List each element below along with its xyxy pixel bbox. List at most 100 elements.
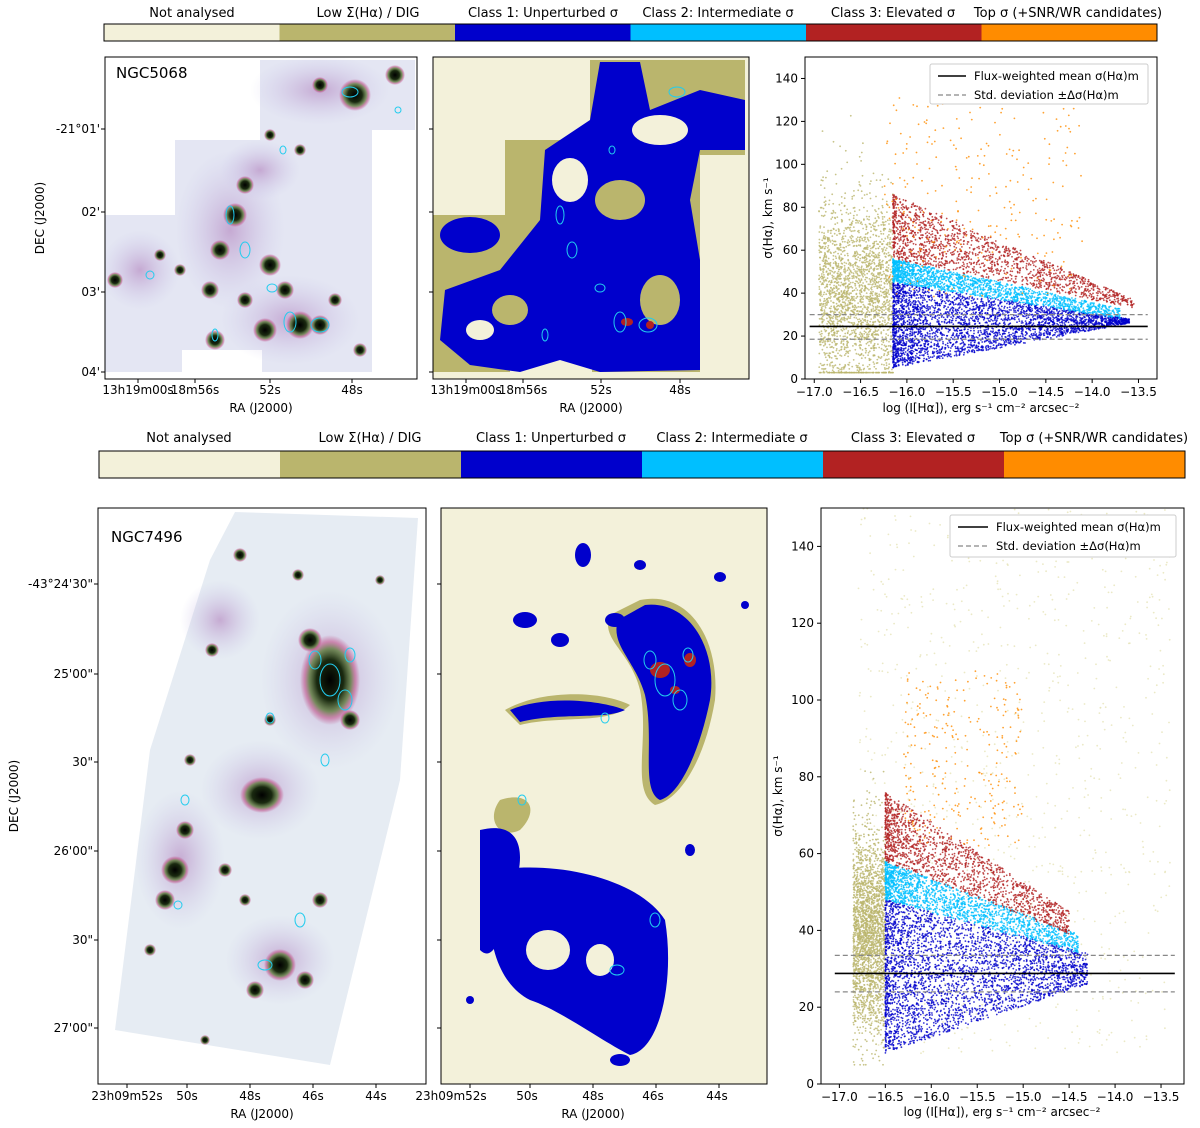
scatter-point [829,241,832,243]
scatter-point [872,273,875,276]
scatter-point [819,298,821,301]
scatter-point [838,319,841,322]
scatter-point [819,245,821,248]
scatter-point [913,291,915,294]
scatter-point [1057,324,1060,326]
scatter-point [820,179,823,182]
scatter-point [873,315,876,317]
scatter-point [847,352,850,354]
scatter-point [883,221,885,224]
scatter-point [887,315,890,318]
scatter-point [871,294,874,297]
scatter-point [844,270,847,273]
scatter-point [950,355,952,358]
scatter-point [921,291,924,294]
scatter-point [858,209,861,211]
scatter-point [869,320,872,323]
scatter-point [878,245,881,248]
scatter-point [855,313,858,316]
scatter-point [888,308,891,311]
scatter-point [959,322,962,325]
scatter-point [822,279,825,282]
scatter-point [1020,340,1022,342]
scatter-point [915,349,918,351]
scatter-point [976,306,979,309]
scatter-point [826,260,828,263]
scatter-point [893,303,896,306]
scatter-point [839,209,842,212]
scatter-point [982,333,985,335]
scatter-point [1016,340,1019,343]
scatter-point [864,356,867,359]
scatter-point [950,316,952,318]
scatter-point [897,364,900,367]
scatter-point [901,363,904,366]
scatter-point [887,328,890,331]
scatter-point [947,328,950,330]
scatter-point [880,274,883,276]
scatter-point [859,293,862,296]
scatter-point [1013,305,1016,308]
scatter-point [1001,337,1003,339]
scatter-point [856,318,859,321]
scatter-point [933,351,936,354]
scatter-point [849,114,852,117]
scatter-point [857,256,860,259]
scatter-point [981,333,984,336]
scatter-point [895,365,898,368]
scatter-point [884,319,886,322]
scatter-point [853,194,855,197]
scatter-point [853,252,856,255]
colorbar-segment-class3 [823,451,1005,478]
scatter-point [964,304,967,307]
scatter-point [910,313,913,316]
scatter-point [822,305,824,307]
scatter-point [855,261,858,264]
scatter-point [853,343,856,345]
scatter-point [1064,332,1067,335]
scatter-point [884,302,887,305]
scatter-point [1075,315,1078,318]
scatter-point [852,275,855,278]
scatter-point [826,247,829,249]
scatter-point [968,318,970,321]
scatter-point [960,303,962,306]
scatter-point [854,264,857,267]
scatter-point [871,272,873,275]
scatter-point [889,282,892,285]
scatter-point [819,263,821,266]
scatter-point [854,282,856,285]
scatter-point [868,289,870,291]
scatter-point [837,281,840,283]
scatter-point [910,323,913,326]
scatter-point [1010,343,1012,345]
scatter-point [835,318,837,320]
scatter-point [1102,318,1105,321]
scatter-point [967,328,969,331]
scatter-point [878,309,881,312]
scatter-point [822,320,824,323]
scatter-point [858,270,861,272]
scatter-point [861,287,863,290]
scatter-point [877,268,879,270]
scatter-point [976,346,978,349]
scatter-point [883,293,886,295]
scatter-point [827,300,829,302]
scatter-point [920,294,922,297]
scatter-point [886,283,889,285]
scatter-point [1008,331,1010,334]
scatter-point [872,305,875,308]
scatter-point [891,368,893,371]
scatter-point [1016,309,1019,312]
scatter-point [881,204,884,207]
scatter-point [823,291,826,294]
scatter-point [957,347,959,350]
scatter-point [916,304,919,306]
scatter-point [819,343,821,346]
scatter-point [852,230,854,232]
scatter-point [924,342,927,345]
scatter-point [1030,313,1033,316]
scatter-point [840,348,843,351]
scatter-point [948,355,951,357]
scatter-point [1043,329,1046,332]
